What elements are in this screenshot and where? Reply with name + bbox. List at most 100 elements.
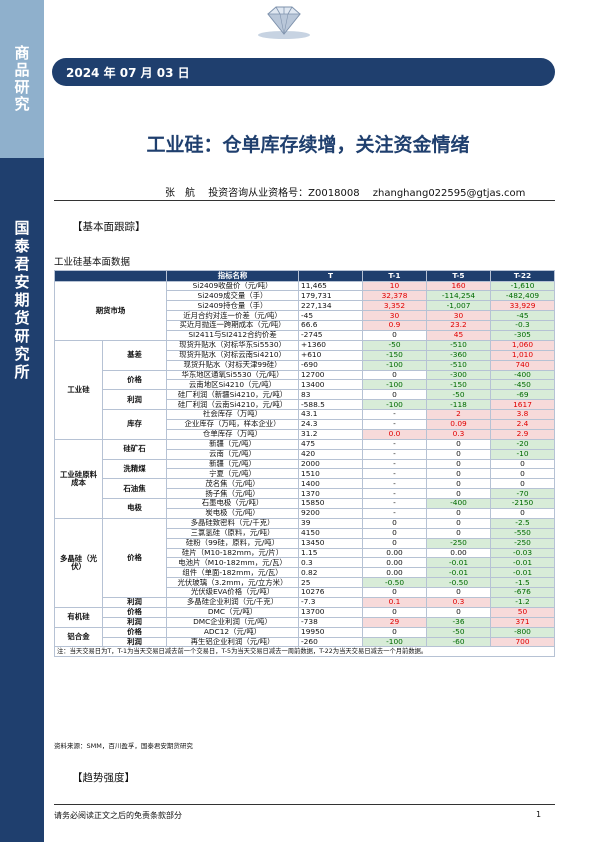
value-t1-cell: -100 bbox=[362, 636, 427, 648]
indicator-cell: SI2411与SI2412合约价差 bbox=[166, 329, 299, 341]
value-t5-cell: 0 bbox=[426, 478, 491, 490]
author-license: 投资咨询从业资格号：Z0018008 bbox=[208, 188, 360, 199]
subcategory-cell: 价格 bbox=[102, 369, 167, 391]
value-t5-cell: -300 bbox=[426, 369, 491, 381]
report-date: 2024 年 07 月 03 日 bbox=[66, 66, 190, 80]
value-t-cell: 43.1 bbox=[298, 409, 363, 420]
value-t1-cell: - bbox=[362, 418, 427, 430]
value-t-cell: 0.3 bbox=[298, 557, 363, 569]
value-t-cell: 2000 bbox=[298, 458, 363, 470]
indicator-cell: DMC（元/吨） bbox=[166, 606, 299, 618]
table-row: 洗精煤 新疆（元/吨） 2000-0 0 bbox=[55, 458, 555, 480]
subcategory-cell: 利润 bbox=[102, 597, 167, 608]
header-t22: T-22 bbox=[490, 270, 555, 282]
value-t1-cell: 0.00 bbox=[362, 547, 427, 559]
value-t1-cell: 0 bbox=[362, 389, 427, 401]
value-t22-cell: -1.2 bbox=[490, 597, 555, 608]
value-t5-cell: 2 bbox=[426, 409, 491, 420]
value-t1-cell: - bbox=[362, 507, 427, 519]
table-row: 硅粉（99硅，原料，元/吨） 13450 0 -250 -250 bbox=[55, 537, 555, 549]
value-t5-cell: 30 bbox=[426, 310, 491, 322]
value-t-cell: 39 bbox=[298, 517, 363, 529]
value-t22-cell: 1,060 bbox=[490, 339, 555, 351]
category-cell: 工业硅原料成本 bbox=[54, 438, 103, 519]
table-row: 期货市场 Si2409收盘价（元/吨） 11,465 10 160 -1,610 bbox=[54, 280, 555, 341]
value-t1-cell: -50 bbox=[362, 339, 427, 351]
value-t-cell: 13450 bbox=[298, 537, 363, 549]
indicator-cell: 云南（元/吨） bbox=[166, 448, 299, 460]
value-t22-cell: -0.3 bbox=[490, 320, 555, 331]
author-name: 张 航 bbox=[165, 188, 195, 199]
indicator-cell: 硅厂利润（新疆Si4210，元/吨） bbox=[166, 389, 299, 401]
value-t22-cell: 371 bbox=[490, 616, 555, 628]
value-t-cell: -7.3 bbox=[298, 597, 363, 608]
table-row: 光伏玻璃（3.2mm，元/立方米） 25 -0.50 -0.50 -1.5 bbox=[55, 577, 555, 589]
indicator-cell: Si2409收盘价（元/吨） bbox=[166, 280, 299, 292]
indicator-cell: 现货升贴水（对标云南Si4210） bbox=[166, 349, 299, 361]
table-row: SI2411与SI2412合约价差 -2745 0 45 -305 bbox=[55, 329, 555, 341]
indicator-cell: 多晶硅企业利润（元/千克） bbox=[166, 597, 299, 608]
value-t1-cell: - bbox=[362, 488, 427, 500]
indicator-cell: 企业库存（万吨，样本企业） bbox=[166, 418, 299, 430]
value-t5-cell: -0.01 bbox=[426, 557, 491, 569]
indicator-cell: 近月合约对连一价差（元/吨） bbox=[166, 310, 299, 322]
value-t1-cell: 0 bbox=[362, 587, 427, 598]
value-t1-cell: -100 bbox=[362, 379, 427, 391]
value-t1-cell: 0 bbox=[362, 527, 427, 539]
value-t5-cell: -360 bbox=[426, 349, 491, 361]
table-row: 铝合金 价格 ADC12（元/吨） 19950 0 -50 -800 bbox=[54, 626, 555, 648]
value-t-cell: 15850 bbox=[298, 498, 363, 509]
value-t22-cell: 740 bbox=[490, 359, 555, 371]
indicator-cell: 茂名焦（元/吨） bbox=[166, 478, 299, 490]
value-t22-cell: -0.01 bbox=[490, 557, 555, 569]
value-t-cell: 227,134 bbox=[298, 300, 363, 312]
value-t5-cell: -510 bbox=[426, 359, 491, 371]
indicator-cell: 社会库存（万吨） bbox=[166, 409, 299, 420]
table-row: 价格 华东地区通氧Si5530（元/吨） 12700 0 -300 -400 bbox=[55, 369, 555, 391]
value-t5-cell: 0 bbox=[426, 448, 491, 460]
table-row: 工业硅 基差 现货升贴水（对标华东Si5530） +1360 -50 -510 1,060 bbox=[54, 339, 555, 440]
value-t22-cell: -2.5 bbox=[490, 517, 555, 529]
indicator-cell: 组件（单面-182mm，元/瓦） bbox=[166, 567, 299, 579]
value-t1-cell: 29 bbox=[362, 616, 427, 628]
sidebar-bottom-label: 国泰君安期货研究所 bbox=[12, 220, 31, 382]
value-t5-cell: -400 bbox=[426, 498, 491, 509]
value-t-cell: +610 bbox=[298, 349, 363, 361]
table-row: 石油焦 茂名焦（元/吨） 1400-0 0 bbox=[55, 478, 555, 500]
value-t-cell: 25 bbox=[298, 577, 363, 589]
author-email[interactable]: zhanghang022595@gtjas.com bbox=[372, 188, 526, 199]
value-t22-cell: -400 bbox=[490, 369, 555, 381]
value-t22-cell: -250 bbox=[490, 537, 555, 549]
value-t5-cell: 45 bbox=[426, 329, 491, 341]
value-t5-cell: -0.01 bbox=[426, 567, 491, 579]
header-t: T bbox=[298, 270, 363, 282]
value-t1-cell: - bbox=[362, 448, 427, 460]
value-t-cell: 13400 bbox=[298, 379, 363, 391]
value-t1-cell: -0.50 bbox=[362, 577, 427, 589]
value-t-cell: 24.3 bbox=[298, 418, 363, 430]
subcategory-cell: 硅矿石 bbox=[102, 438, 167, 460]
table-title: 工业硅基本面数据 bbox=[54, 257, 131, 268]
table-row: 有机硅 价格 DMC（元/吨） 13700 0 0 50 bbox=[54, 606, 555, 628]
indicator-cell: 三氯氢硅（原料，元/吨） bbox=[166, 527, 299, 539]
value-t-cell: 12700 bbox=[298, 369, 363, 381]
header-t5: T-5 bbox=[426, 270, 491, 282]
value-t1-cell: 0.9 bbox=[362, 320, 427, 331]
value-t22-cell: 0 bbox=[490, 468, 555, 480]
value-t22-cell: 3.8 bbox=[490, 409, 555, 420]
source-note: 资料来源：SMM，百川盈孚，国泰君安期货研究 bbox=[54, 742, 193, 750]
category-cell: 多晶硅（光伏） bbox=[54, 517, 103, 608]
indicator-cell: 石墨电极（元/吨） bbox=[166, 498, 299, 509]
value-t-cell: +1360 bbox=[298, 339, 363, 351]
diamond-logo-icon bbox=[258, 6, 310, 39]
value-t5-cell: -50 bbox=[426, 389, 491, 401]
value-t22-cell: 2.4 bbox=[490, 418, 555, 430]
left-sidebar: 商品研究 国泰君安期货研究所 bbox=[0, 0, 44, 842]
indicator-cell: 云南地区Si4210（元/吨） bbox=[166, 379, 299, 391]
footer-disclaimer: 请务必阅读正文之后的免责条款部分 bbox=[54, 811, 182, 820]
value-t5-cell: 0.09 bbox=[426, 418, 491, 430]
table-row: 多晶硅（光伏） 价格 多晶硅致密料（元/千克） 39 0 0 -2.5 bbox=[54, 517, 555, 608]
table-row: 利润 DMC企业利润（元/吨） -738 29 -36 371 bbox=[55, 616, 555, 628]
value-t-cell: 475 bbox=[298, 438, 363, 450]
value-t-cell: 1510 bbox=[298, 468, 363, 480]
